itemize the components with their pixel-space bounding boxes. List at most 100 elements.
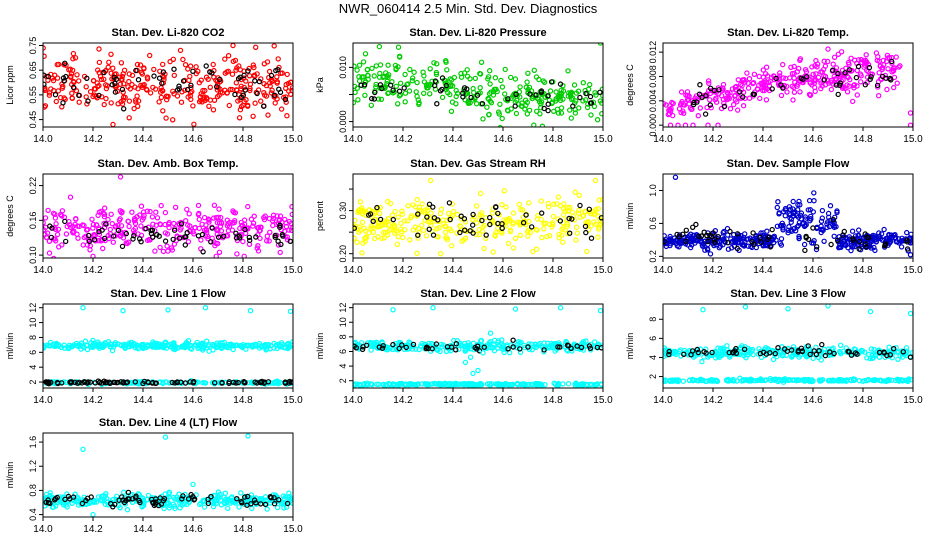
data-point bbox=[199, 99, 205, 105]
data-point bbox=[507, 227, 514, 233]
data-point bbox=[886, 344, 892, 350]
data-point bbox=[117, 174, 124, 180]
data-point bbox=[236, 504, 242, 510]
points-layer bbox=[663, 46, 913, 127]
y-axis-label: Licor ppm bbox=[5, 65, 15, 105]
data-point bbox=[780, 222, 786, 229]
data-point bbox=[767, 78, 773, 84]
data-point bbox=[282, 216, 288, 223]
x-tick-label: 14.6 bbox=[493, 395, 513, 406]
data-point bbox=[812, 84, 818, 91]
data-point bbox=[164, 231, 171, 237]
data-point bbox=[68, 73, 74, 79]
data-point bbox=[871, 377, 878, 383]
data-point bbox=[884, 377, 890, 384]
data-point bbox=[765, 236, 771, 243]
data-point bbox=[50, 504, 57, 510]
data-point bbox=[519, 100, 525, 106]
data-point bbox=[849, 228, 856, 234]
data-point bbox=[443, 59, 449, 65]
data-point bbox=[125, 489, 132, 496]
data-point bbox=[102, 82, 109, 88]
data-point bbox=[226, 102, 232, 109]
data-point bbox=[202, 380, 209, 386]
data-point bbox=[806, 346, 812, 352]
y-tick-label: 0.75 bbox=[28, 37, 38, 55]
data-point bbox=[247, 85, 253, 92]
data-point bbox=[420, 69, 426, 75]
data-point bbox=[131, 232, 137, 239]
data-point bbox=[255, 248, 262, 254]
chart-title: Stan. Dev. Gas Stream RH bbox=[410, 158, 546, 170]
data-point bbox=[64, 504, 70, 510]
data-point bbox=[129, 72, 136, 79]
data-point bbox=[663, 243, 670, 250]
data-point bbox=[503, 219, 510, 225]
data-point bbox=[222, 490, 228, 496]
data-point bbox=[821, 58, 827, 64]
data-point bbox=[844, 236, 850, 242]
data-point bbox=[568, 96, 575, 103]
data-point bbox=[541, 105, 547, 112]
data-point bbox=[61, 345, 68, 351]
data-point bbox=[501, 188, 507, 194]
x-tick-label: 14.2 bbox=[83, 134, 103, 145]
data-point bbox=[284, 112, 290, 119]
y-tick-label: 2 bbox=[338, 378, 348, 383]
data-point bbox=[487, 342, 493, 348]
data-point bbox=[580, 339, 587, 345]
data-point bbox=[90, 344, 96, 350]
data-point bbox=[499, 230, 505, 236]
data-point bbox=[711, 237, 718, 243]
data-point bbox=[381, 235, 387, 241]
data-point bbox=[668, 238, 675, 245]
data-point bbox=[425, 82, 432, 88]
data-point bbox=[594, 344, 601, 351]
data-point bbox=[480, 350, 486, 356]
data-point bbox=[666, 348, 672, 355]
x-tick-label: 14.0 bbox=[343, 395, 363, 406]
data-point bbox=[115, 227, 122, 234]
data-point bbox=[250, 220, 257, 226]
data-point bbox=[529, 347, 535, 353]
data-point bbox=[461, 85, 468, 91]
y-tick-label: 0.22 bbox=[28, 177, 38, 195]
data-point bbox=[534, 380, 540, 387]
data-point bbox=[746, 95, 753, 101]
chart-panel: Stan. Dev. Amb. Box Temp.14.0 14.2 14.4 14.… bbox=[5, 158, 303, 276]
data-point bbox=[90, 253, 96, 258]
data-point bbox=[250, 113, 256, 120]
data-point bbox=[461, 380, 467, 387]
data-point bbox=[105, 339, 112, 345]
data-point bbox=[52, 91, 59, 98]
data-point bbox=[807, 351, 813, 358]
data-point bbox=[252, 379, 258, 385]
data-point bbox=[199, 231, 206, 238]
data-point bbox=[190, 68, 196, 75]
data-point bbox=[201, 504, 208, 510]
data-point bbox=[818, 80, 824, 86]
data-point bbox=[851, 377, 857, 383]
data-point bbox=[263, 93, 270, 99]
x-tick-label: 14.8 bbox=[233, 265, 253, 276]
data-point bbox=[101, 211, 108, 217]
data-point bbox=[360, 59, 367, 65]
data-point bbox=[787, 206, 794, 212]
data-point bbox=[691, 99, 697, 106]
data-point bbox=[806, 197, 813, 204]
data-point bbox=[279, 70, 285, 76]
data-point bbox=[55, 226, 62, 232]
data-point bbox=[380, 382, 386, 388]
data-point bbox=[477, 71, 484, 77]
data-point bbox=[893, 234, 899, 241]
data-point bbox=[560, 88, 567, 94]
data-point bbox=[156, 75, 163, 81]
data-point bbox=[273, 342, 280, 348]
data-point bbox=[817, 378, 823, 384]
data-point bbox=[502, 66, 508, 73]
data-point bbox=[569, 216, 575, 222]
data-point bbox=[862, 81, 869, 88]
data-point bbox=[512, 103, 518, 109]
data-point bbox=[810, 71, 816, 78]
